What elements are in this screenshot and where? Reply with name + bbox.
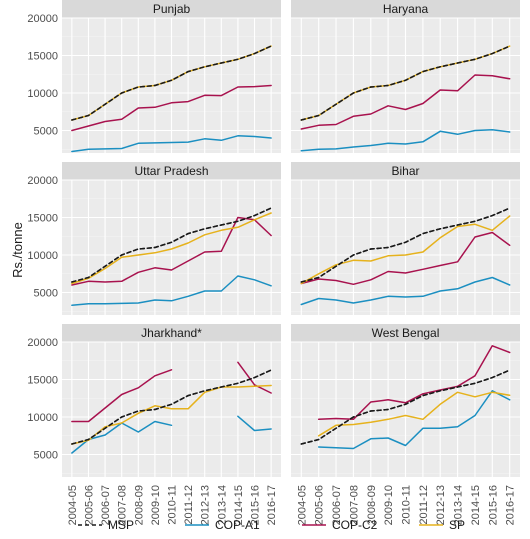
y-tick-label: 20000 (27, 175, 58, 187)
series-line-cop-a1 (300, 129, 511, 152)
facet-title: Punjab (153, 2, 191, 16)
facet-panel-2: Uttar Pradesh 5000 10000 15000 20000 (27, 162, 281, 315)
legend: MSP COP-A1 COP-C2 SP (78, 518, 465, 532)
facet-panel-5: West Bengal 2004-05 2005-06 2006-07 2007-08 2… (291, 324, 520, 525)
legend-label-cop-c2: COP-C2 (332, 518, 378, 532)
facet-title: Haryana (383, 2, 429, 16)
x-tick-label: 2016-17 (505, 485, 517, 525)
x-tick-label: 2009-10 (383, 485, 395, 525)
x-tick-label: 2014-15 (233, 485, 245, 525)
legend-label-sp: SP (449, 518, 465, 532)
y-tick-label: 5000 (34, 450, 58, 462)
facet-strip (291, 0, 520, 18)
facet-panel-3: Bihar (291, 162, 520, 315)
x-tick-label: 2008-09 (366, 485, 378, 525)
x-tick-label: 2011-12 (183, 485, 195, 525)
y-tick-label: 15000 (27, 213, 58, 225)
facet-strip (62, 0, 281, 18)
y-axis-title: Rs./tonne (10, 222, 25, 278)
facet-panel-1: Haryana (291, 0, 520, 153)
x-tick-label: 2016-17 (266, 485, 278, 525)
x-tick-label: 2014-15 (470, 485, 482, 525)
x-tick-label: 2011-12 (418, 485, 430, 525)
x-tick-label: 2008-09 (133, 485, 145, 525)
series-line-cop-a1 (317, 390, 511, 450)
facet-panel-0: Punjab 5000 10000 15000 20000 (27, 0, 281, 153)
x-tick-label: 2015-16 (250, 485, 262, 525)
series-line-cop-c2 (71, 361, 272, 423)
y-tick-label: 10000 (27, 250, 58, 262)
x-tick-label: 2010-11 (401, 485, 413, 525)
facet-title: Bihar (391, 164, 419, 178)
legend-label-cop-a1: COP-A1 (215, 518, 260, 532)
series-line-sp (317, 391, 511, 437)
x-tick-label: 2006-07 (100, 485, 112, 525)
y-tick-label: 10000 (27, 412, 58, 424)
x-tick-label: 2013-14 (453, 485, 465, 525)
x-tick-label: 2007-08 (348, 485, 360, 525)
x-tick-label: 2010-11 (167, 485, 179, 525)
x-tick-label: 2009-10 (150, 485, 162, 525)
y-tick-label: 20000 (27, 13, 58, 25)
y-tick-label: 15000 (27, 375, 58, 387)
series-line-sp (71, 212, 272, 285)
x-tick-label: 2007-08 (117, 485, 129, 525)
series-line-cop-a1 (71, 275, 272, 307)
series-line-msp (300, 369, 511, 445)
series-line-cop-a1 (300, 276, 511, 306)
facet-strip (62, 162, 281, 180)
x-tick-label: 2004-05 (67, 485, 79, 525)
x-tick-label: 2004-05 (296, 485, 308, 525)
series-line-msp (300, 207, 511, 283)
y-tick-label: 5000 (34, 126, 58, 138)
series-line-cop-c2 (300, 74, 511, 130)
y-tick-label: 5000 (34, 288, 58, 300)
facet-strip (291, 324, 520, 342)
y-tick-label: 10000 (27, 88, 58, 100)
series-line-cop-a1 (71, 135, 272, 153)
x-tick-label: 2012-13 (435, 485, 447, 525)
series-line-cop-c2 (71, 84, 272, 132)
x-tick-label: 2012-13 (200, 485, 212, 525)
facet-title: Jharkhand* (141, 326, 202, 340)
x-tick-label: 2005-06 (314, 485, 326, 525)
series-line-msp (300, 45, 511, 121)
series-line-msp (71, 369, 272, 445)
series-line-sp (300, 215, 511, 285)
x-tick-label: 2005-06 (83, 485, 95, 525)
x-tick-label: 2006-07 (331, 485, 343, 525)
facet-title: Uttar Pradesh (134, 164, 208, 178)
facet-panel-4: Jharkhand* 5000 10000 15000 20000 2004-05 2005… (27, 324, 281, 525)
facet-title: West Bengal (372, 326, 440, 340)
facet-strip (291, 162, 520, 180)
x-tick-label: 2013-14 (216, 485, 228, 525)
series-line-cop-c2 (71, 216, 272, 286)
series-line-msp (71, 45, 272, 121)
series-line-cop-c2 (300, 231, 511, 286)
series-line-msp (71, 207, 272, 283)
legend-label-msp: MSP (108, 518, 134, 532)
x-tick-label: 2015-16 (487, 485, 499, 525)
facet-strip (62, 324, 281, 342)
y-tick-label: 20000 (27, 337, 58, 349)
y-tick-label: 15000 (27, 51, 58, 63)
series-line-sp (71, 384, 272, 445)
